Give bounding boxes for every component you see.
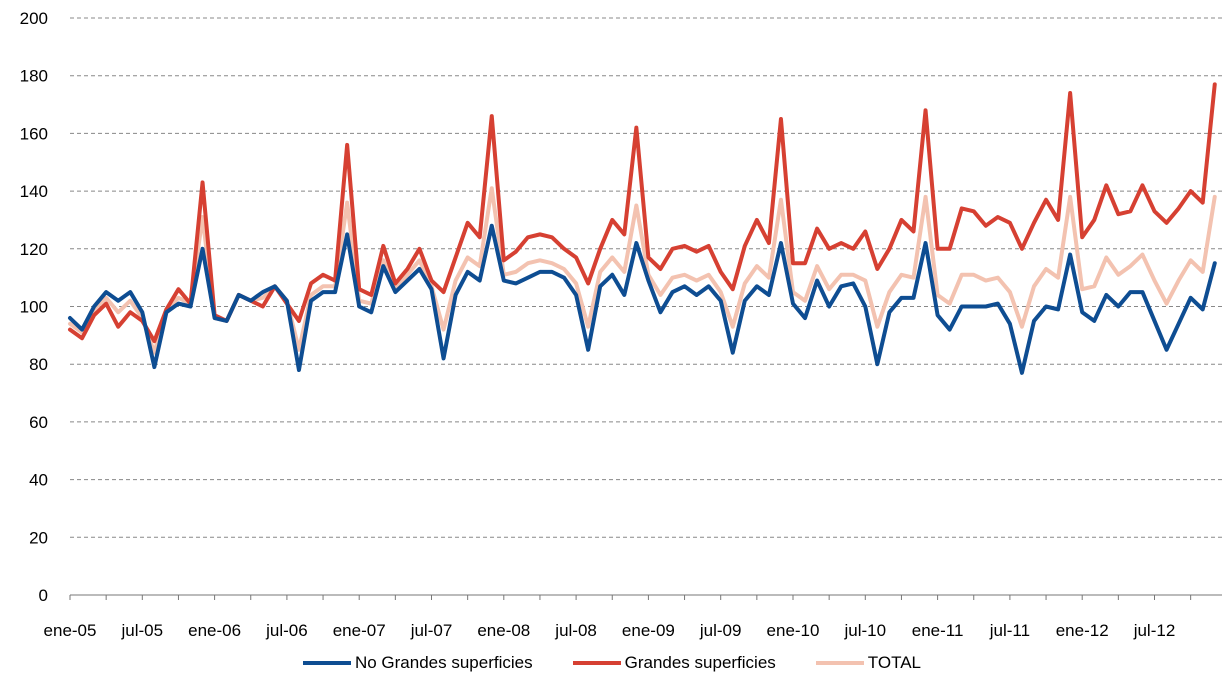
legend-swatch-grandes xyxy=(572,661,621,665)
legend-item-grandes: Grandes superficies xyxy=(572,653,776,673)
x-tick-label: jul-05 xyxy=(121,621,164,640)
x-tick-label: jul-12 xyxy=(1133,621,1176,640)
legend-swatch-no-grandes xyxy=(302,661,351,665)
legend-item-no-grandes: No Grandes superficies xyxy=(302,653,533,673)
legend-item-total: TOTAL xyxy=(815,653,922,673)
x-tick-label: jul-07 xyxy=(410,621,453,640)
legend-label-no-grandes: No Grandes superficies xyxy=(354,653,533,672)
y-tick-label: 100 xyxy=(20,298,48,317)
x-tick-label: jul-06 xyxy=(265,621,308,640)
axes: 0 20 40 60 80 100 120 140 160 180 200 ene-05 jul-05 e… xyxy=(20,9,1222,640)
x-tick-label: ene-10 xyxy=(767,621,820,640)
x-tick-label: jul-08 xyxy=(554,621,597,640)
y-tick-label: 80 xyxy=(29,355,48,374)
x-tick-label: jul-11 xyxy=(989,621,1030,640)
y-tick-label: 200 xyxy=(20,9,48,28)
chart-legend: No Grandes superficies Grandes superfici… xyxy=(0,653,1224,673)
x-tick-label: ene-06 xyxy=(188,621,241,640)
x-tick-label: ene-07 xyxy=(333,621,386,640)
y-tick-label: 140 xyxy=(20,182,48,201)
y-tick-label: 60 xyxy=(29,413,48,432)
x-tick-label: ene-12 xyxy=(1056,621,1109,640)
legend-label-total: TOTAL xyxy=(867,653,922,672)
y-tick-label: 120 xyxy=(20,240,48,259)
series-line-1 xyxy=(68,82,1217,344)
legend-label-grandes: Grandes superficies xyxy=(624,653,776,672)
y-tick-label: 40 xyxy=(29,471,48,490)
series-lines xyxy=(68,82,1217,375)
x-tick-label: ene-11 xyxy=(912,621,964,640)
legend-swatch-total xyxy=(815,661,864,665)
y-tick-label: 160 xyxy=(20,124,48,143)
x-tick-label: jul-09 xyxy=(699,621,742,640)
series-line-2 xyxy=(68,186,1217,355)
x-tick-label: ene-09 xyxy=(622,621,675,640)
y-tick-label: 0 xyxy=(39,586,48,605)
y-tick-label: 180 xyxy=(20,67,48,86)
y-tick-label: 20 xyxy=(29,528,48,547)
x-tick-label: ene-05 xyxy=(44,621,97,640)
series-line-0 xyxy=(68,223,1217,375)
x-tick-label: jul-10 xyxy=(844,621,887,640)
x-tick-label: ene-08 xyxy=(477,621,530,640)
